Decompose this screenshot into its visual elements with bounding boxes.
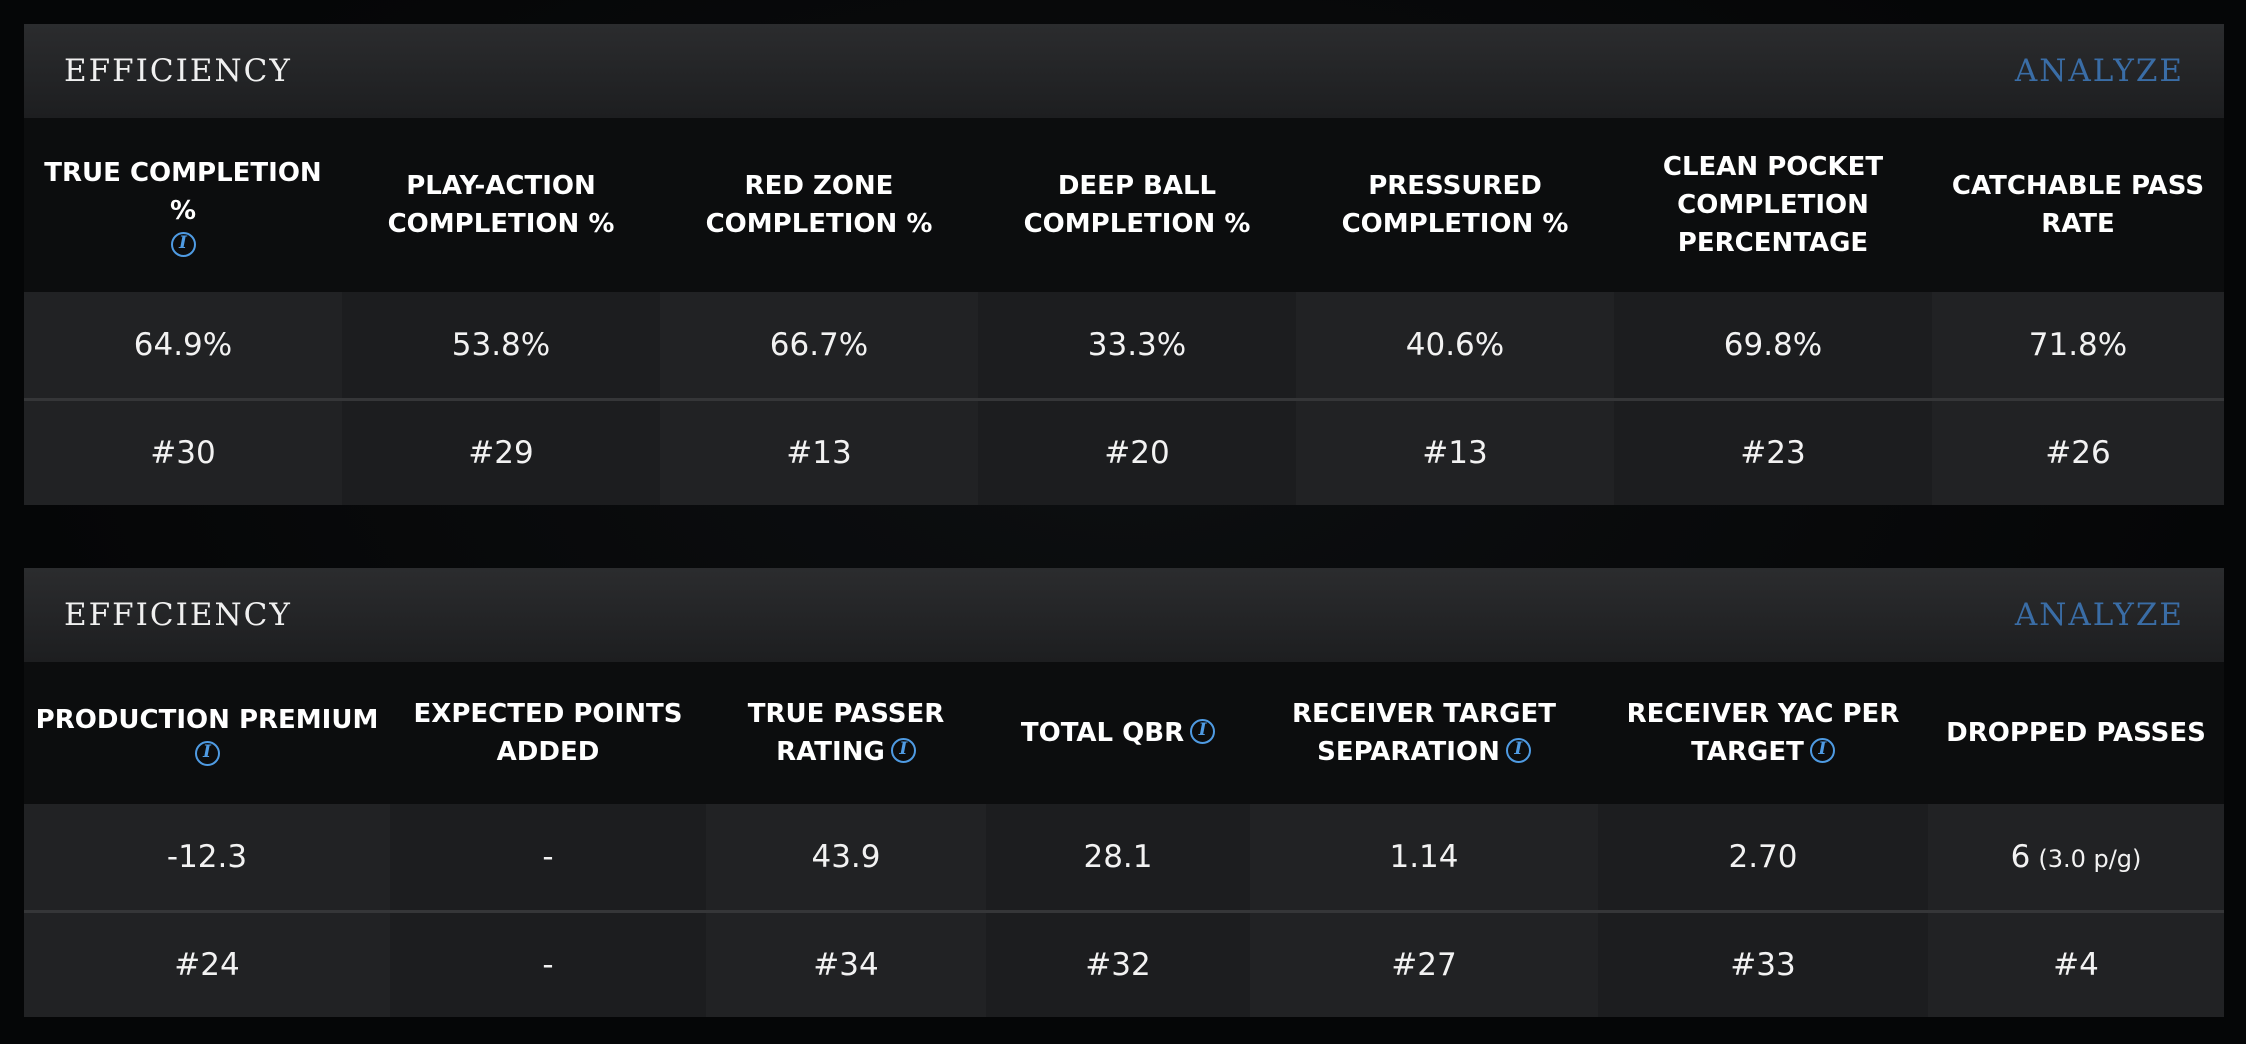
info-icon[interactable]: i: [1190, 719, 1216, 744]
per-game-note: (3.0 p/g): [2038, 845, 2142, 873]
column-header-deep-ball-completion: DEEP BALL COMPLETION %: [978, 118, 1296, 292]
rank-cell: #30: [24, 398, 342, 505]
column-header-label: CLEAN POCKET COMPLETION PERCENTAGE: [1662, 152, 1884, 258]
value-row: -12.3 - 43.9 28.1 1.14 2.70 6 (3.0 p/g): [24, 804, 2224, 912]
info-icon[interactable]: i: [170, 231, 196, 257]
value-cell: 2.70: [1598, 804, 1928, 912]
column-header-label: RECEIVER TARGET SEPARATION: [1292, 699, 1556, 767]
column-header-expected-points-added: EXPECTED POINTS ADDED: [390, 662, 706, 804]
column-header-label: TOTAL QBR: [1020, 718, 1185, 748]
column-header-label: PLAY-ACTION COMPLETION %: [387, 171, 615, 239]
analyze-link[interactable]: ANALYZE: [2014, 597, 2184, 633]
column-header-receiver-target-separation: RECEIVER TARGET SEPARATION i: [1250, 662, 1598, 804]
value-cell: 71.8%: [1932, 292, 2224, 400]
panel-title: EFFICIENCY: [64, 597, 292, 633]
rank-cell: #24: [24, 910, 390, 1017]
info-icon[interactable]: i: [890, 738, 916, 763]
value-cell: 28.1: [986, 804, 1250, 912]
header-row: TRUE COMPLETION % i PLAY-ACTION COMPLETI…: [24, 118, 2224, 292]
column-header-true-completion: TRUE COMPLETION % i: [24, 118, 342, 292]
column-header-label: DROPPED PASSES: [1946, 718, 2206, 748]
panel-title: EFFICIENCY: [64, 53, 292, 89]
column-header-pressured-completion: PRESSURED COMPLETION %: [1296, 118, 1614, 292]
panel-header: EFFICIENCY ANALYZE: [24, 568, 2224, 662]
column-header-label: DEEP BALL COMPLETION %: [1023, 171, 1251, 239]
value-cell: 43.9: [706, 804, 986, 912]
column-header-dropped-passes: DROPPED PASSES: [1928, 662, 2224, 804]
rank-cell: #13: [660, 398, 978, 505]
rank-cell: #13: [1296, 398, 1614, 505]
rank-cell: #23: [1614, 398, 1932, 505]
rank-cell: #26: [1932, 398, 2224, 505]
column-header-true-passer-rating: TRUE PASSER RATING i: [706, 662, 986, 804]
rank-cell: #33: [1598, 910, 1928, 1017]
column-header-label: PRESSURED COMPLETION %: [1341, 171, 1569, 239]
column-header-label: RED ZONE COMPLETION %: [705, 171, 933, 239]
column-header-catchable-pass-rate: CATCHABLE PASS RATE: [1932, 118, 2224, 292]
rank-row: #30 #29 #13 #20 #13 #23 #26: [24, 398, 2224, 505]
column-header-label: PRODUCTION PREMIUM: [35, 704, 379, 735]
rank-cell: #20: [978, 398, 1296, 505]
column-header-red-zone-completion: RED ZONE COMPLETION %: [660, 118, 978, 292]
column-header-total-qbr: TOTAL QBR i: [986, 662, 1250, 804]
value-cell: 66.7%: [660, 292, 978, 400]
value-cell: -12.3: [24, 804, 390, 912]
value-text: 6: [2010, 839, 2031, 875]
column-header-play-action-completion: PLAY-ACTION COMPLETION %: [342, 118, 660, 292]
efficiency-panel-completion: EFFICIENCY ANALYZE TRUE COMPLETION % i P…: [24, 24, 2224, 505]
analyze-link[interactable]: ANALYZE: [2014, 53, 2184, 89]
info-icon[interactable]: i: [194, 740, 220, 766]
rank-cell: #27: [1250, 910, 1598, 1017]
panel-header: EFFICIENCY ANALYZE: [24, 24, 2224, 118]
value-cell: 40.6%: [1296, 292, 1614, 400]
column-header-label: RECEIVER YAC PER TARGET: [1626, 699, 1900, 767]
efficiency-panel-production: EFFICIENCY ANALYZE PRODUCTION PREMIUM i …: [24, 568, 2224, 1017]
rank-cell: #32: [986, 910, 1250, 1017]
value-cell: 64.9%: [24, 292, 342, 400]
column-header-label: TRUE PASSER RATING: [747, 699, 945, 767]
value-cell: 53.8%: [342, 292, 660, 400]
info-icon[interactable]: i: [1809, 738, 1835, 763]
column-header-label: EXPECTED POINTS ADDED: [413, 699, 683, 767]
column-header-label: TRUE COMPLETION %: [44, 157, 322, 226]
column-header-production-premium: PRODUCTION PREMIUM i: [24, 662, 390, 804]
column-header-clean-pocket-completion: CLEAN POCKET COMPLETION PERCENTAGE: [1614, 118, 1932, 292]
value-row: 64.9% 53.8% 66.7% 33.3% 40.6% 69.8% 71.8…: [24, 292, 2224, 400]
header-row: PRODUCTION PREMIUM i EXPECTED POINTS ADD…: [24, 662, 2224, 804]
value-cell-dropped-passes: 6 (3.0 p/g): [1928, 804, 2224, 912]
info-icon[interactable]: i: [1505, 738, 1531, 763]
column-header-label: CATCHABLE PASS RATE: [1951, 171, 2205, 239]
rank-row: #24 - #34 #32 #27 #33 #4: [24, 910, 2224, 1017]
value-cell: 33.3%: [978, 292, 1296, 400]
rank-cell: -: [390, 910, 706, 1017]
rank-cell: #4: [1928, 910, 2224, 1017]
column-header-receiver-yac-per-target: RECEIVER YAC PER TARGET i: [1598, 662, 1928, 804]
value-cell: 69.8%: [1614, 292, 1932, 400]
value-cell: 1.14: [1250, 804, 1598, 912]
stats-table: PRODUCTION PREMIUM i EXPECTED POINTS ADD…: [24, 662, 2224, 1017]
value-cell: -: [390, 804, 706, 912]
stats-table: TRUE COMPLETION % i PLAY-ACTION COMPLETI…: [24, 118, 2224, 505]
rank-cell: #29: [342, 398, 660, 505]
rank-cell: #34: [706, 910, 986, 1017]
